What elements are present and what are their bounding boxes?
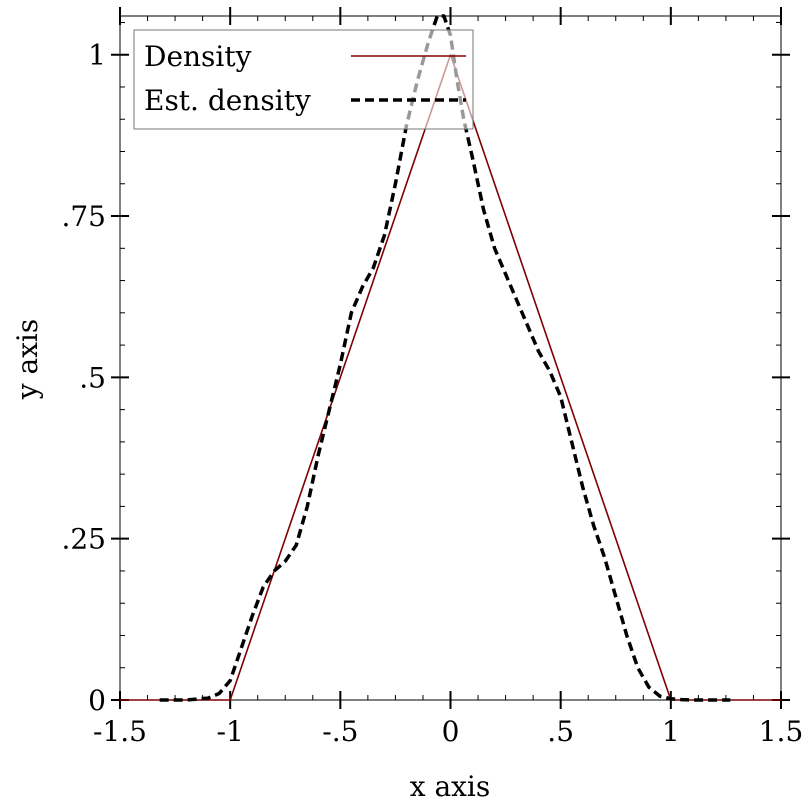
x-tick-label: 1.5 <box>759 715 804 748</box>
x-tick-label: .5 <box>547 715 574 748</box>
legend-label: Density <box>144 40 252 73</box>
legend-box <box>133 29 474 130</box>
x-tick-label: -1.5 <box>93 715 147 748</box>
y-tick-label: .5 <box>79 361 106 394</box>
series-line-density <box>120 53 781 701</box>
x-tick-label: 1 <box>662 715 680 748</box>
legend: Density Est. density <box>133 29 474 130</box>
y-tick-label: .75 <box>61 200 106 233</box>
legend-label: Est. density <box>144 84 311 117</box>
x-axis-label: x axis <box>410 770 491 803</box>
x-tick-label: -.5 <box>322 715 358 748</box>
y-tick-label: 0 <box>88 684 106 717</box>
y-tick-label: .25 <box>61 523 106 556</box>
y-axis-label: y axis <box>11 319 44 401</box>
x-tick-label: 0 <box>442 715 460 748</box>
x-tick-label: -1 <box>217 715 244 748</box>
y-tick-label: 1 <box>88 39 106 72</box>
